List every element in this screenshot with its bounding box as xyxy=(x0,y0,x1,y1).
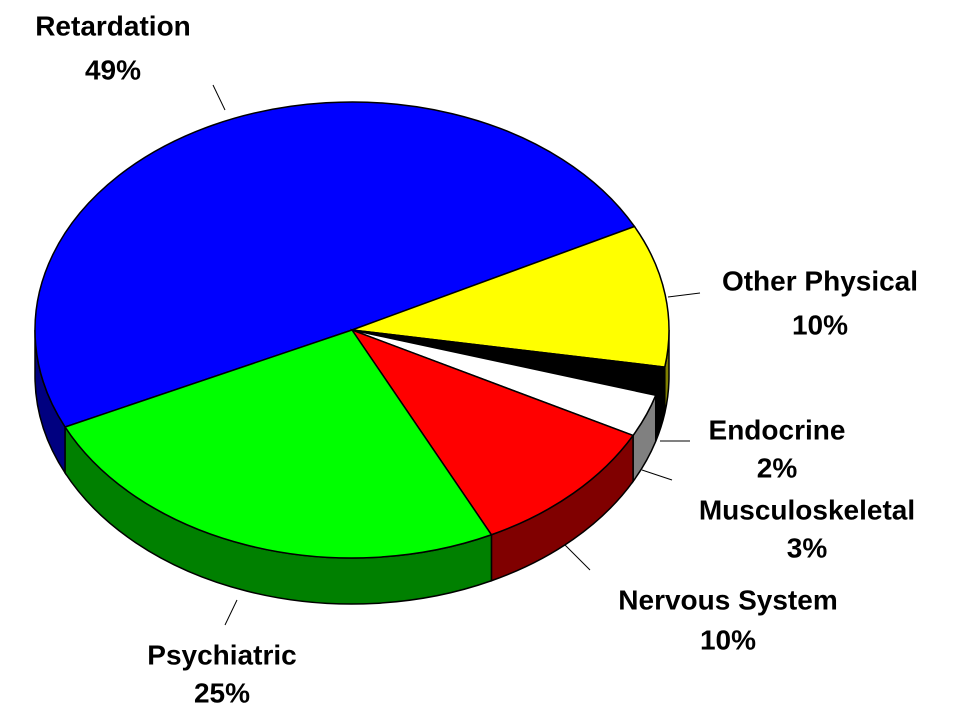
slice-label: Musculoskeletal xyxy=(699,494,915,525)
slice-value-label: 3% xyxy=(787,532,828,563)
slice xyxy=(34,101,636,428)
slice xyxy=(350,328,635,536)
slice-value-label: 2% xyxy=(757,452,798,483)
slice xyxy=(351,225,670,368)
slice xyxy=(63,329,493,559)
slice-label: Endocrine xyxy=(709,414,846,445)
leader-line xyxy=(224,599,238,626)
slice-value-label: 10% xyxy=(792,309,848,340)
slice-label: Psychiatric xyxy=(147,639,296,670)
leader-line xyxy=(667,292,701,298)
slice-value-label: 25% xyxy=(194,677,250,708)
leader-line xyxy=(564,544,591,571)
leader-line xyxy=(641,469,673,481)
leader-line xyxy=(212,84,226,111)
slice-label: Nervous System xyxy=(618,584,837,615)
slice-value-label: 10% xyxy=(700,624,756,655)
slice-value-label: 49% xyxy=(85,54,141,85)
slice-label: Other Physical xyxy=(722,265,918,296)
slice-label: Retardation xyxy=(35,10,191,41)
